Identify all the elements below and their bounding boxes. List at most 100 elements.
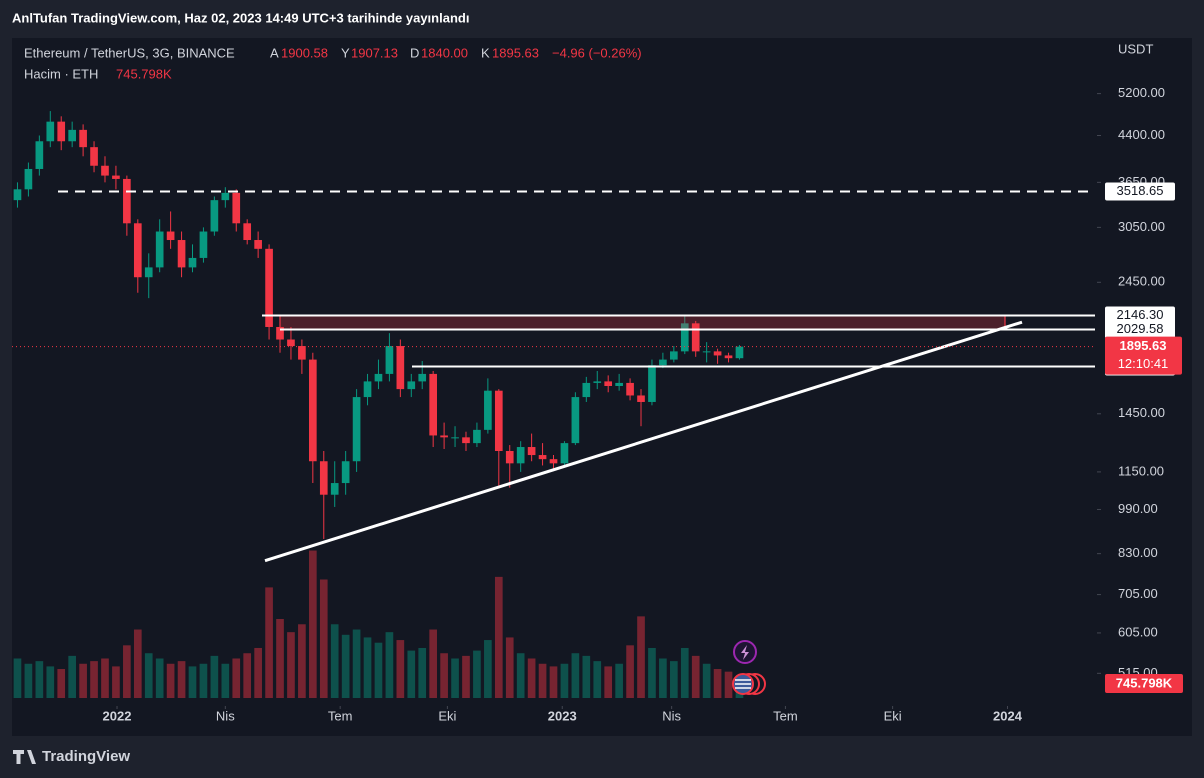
legend-key: Y — [341, 45, 350, 60]
volume-bar — [123, 645, 131, 698]
candle-body — [319, 461, 328, 495]
candle-body — [549, 459, 558, 464]
candle-body — [232, 192, 241, 224]
volume-bar — [582, 655, 591, 698]
volume-bar — [199, 663, 208, 698]
volume-bar — [166, 663, 175, 698]
candle-body — [484, 390, 492, 430]
candle-body — [199, 231, 208, 258]
volume-bar — [648, 647, 656, 698]
volume-bar — [287, 632, 295, 698]
header-title: AnlTufan TradingView.com, Haz 02, 2023 1… — [12, 10, 469, 25]
candle-body — [724, 355, 733, 359]
volume-bar — [232, 658, 241, 698]
candle-body — [298, 346, 306, 360]
candle-body — [418, 373, 427, 382]
volume-bar — [462, 655, 470, 698]
volume-bar — [680, 647, 689, 698]
candle-body — [177, 240, 186, 268]
candle-body — [112, 175, 120, 179]
x-tick-label: Nis — [662, 708, 681, 723]
volume-bar — [494, 576, 503, 698]
volume-bar — [101, 658, 109, 698]
volume-bar — [46, 666, 55, 698]
volume-bar — [724, 671, 733, 698]
candle-body — [560, 443, 569, 464]
volume-legend-value: 745.798K — [116, 66, 172, 81]
volume-bar — [35, 661, 44, 698]
candle-body — [352, 397, 361, 462]
volume-bar — [549, 666, 558, 698]
candle-body — [46, 121, 55, 142]
x-tick-label: Eki — [438, 708, 456, 723]
x-tick-label: Tem — [328, 708, 353, 723]
legend-value: 1907.13 — [351, 45, 398, 60]
volume-bar — [13, 658, 22, 698]
legend-key: K — [481, 45, 490, 60]
candle-body — [407, 381, 416, 390]
candle-body — [385, 346, 394, 374]
candle-body — [374, 373, 383, 382]
candle-body — [221, 192, 230, 201]
candle-body — [188, 257, 197, 268]
volume-bar — [604, 666, 613, 698]
level-label-box — [1105, 320, 1175, 339]
volume-bar — [560, 663, 569, 698]
volume-bar — [243, 653, 252, 698]
candle-body — [538, 455, 547, 460]
volume-label: 745.798K — [1116, 675, 1173, 690]
candle-body — [68, 129, 76, 142]
legend-change: −4.96 (−0.26%) — [552, 45, 642, 60]
candle-body — [571, 397, 580, 444]
candle-body — [440, 435, 448, 438]
candle-body — [144, 267, 153, 278]
y-tick-label: 2450.00 — [1118, 274, 1165, 289]
volume-label-box — [1105, 674, 1183, 693]
volume-bar — [309, 550, 317, 698]
volume-bar — [505, 637, 514, 698]
volume-bar — [713, 669, 722, 698]
volume-bar — [429, 629, 437, 698]
volume-bar — [538, 663, 547, 698]
candle-body — [243, 223, 252, 241]
legend-value: 1840.00 — [421, 45, 468, 60]
x-tick-label: 2024 — [993, 708, 1023, 723]
candle-body — [57, 121, 66, 142]
chart-panel — [12, 38, 1192, 736]
legend-value: 1895.63 — [492, 45, 539, 60]
volume-bar — [691, 655, 700, 698]
candle-body — [659, 359, 667, 366]
volume-bar — [133, 629, 142, 698]
volume-bar — [527, 658, 536, 698]
candle-body — [637, 395, 645, 402]
candle-body — [101, 165, 109, 176]
y-tick-label: 830.00 — [1118, 545, 1158, 560]
candle-body — [166, 231, 175, 241]
candle-body — [287, 339, 295, 347]
legend-value: 1900.58 — [281, 45, 328, 60]
candle-body — [680, 323, 689, 352]
volume-bar — [571, 653, 580, 698]
plot: 5200.004400.003650.003050.002450.001450.… — [12, 85, 1183, 723]
candle-body — [309, 359, 317, 462]
trend-line — [264, 320, 1023, 563]
volume-bar — [330, 624, 339, 698]
volume-bar — [451, 658, 459, 698]
candle-body — [133, 223, 142, 278]
y-tick-label: 5200.00 — [1118, 85, 1165, 100]
candle-body — [516, 447, 525, 464]
volume-bar — [177, 661, 186, 698]
volume-bar — [112, 666, 120, 698]
volume-bar — [341, 634, 350, 698]
candle-body — [527, 447, 536, 456]
y-tick-label: 705.00 — [1118, 586, 1158, 601]
candle-body — [13, 189, 22, 201]
x-tick-label: Tem — [773, 708, 798, 723]
x-tick-label: Eki — [884, 708, 902, 723]
candle-body — [341, 461, 350, 484]
candle-body — [35, 141, 44, 169]
volume-bar — [396, 640, 405, 698]
currency-label: USDT — [1118, 41, 1153, 56]
